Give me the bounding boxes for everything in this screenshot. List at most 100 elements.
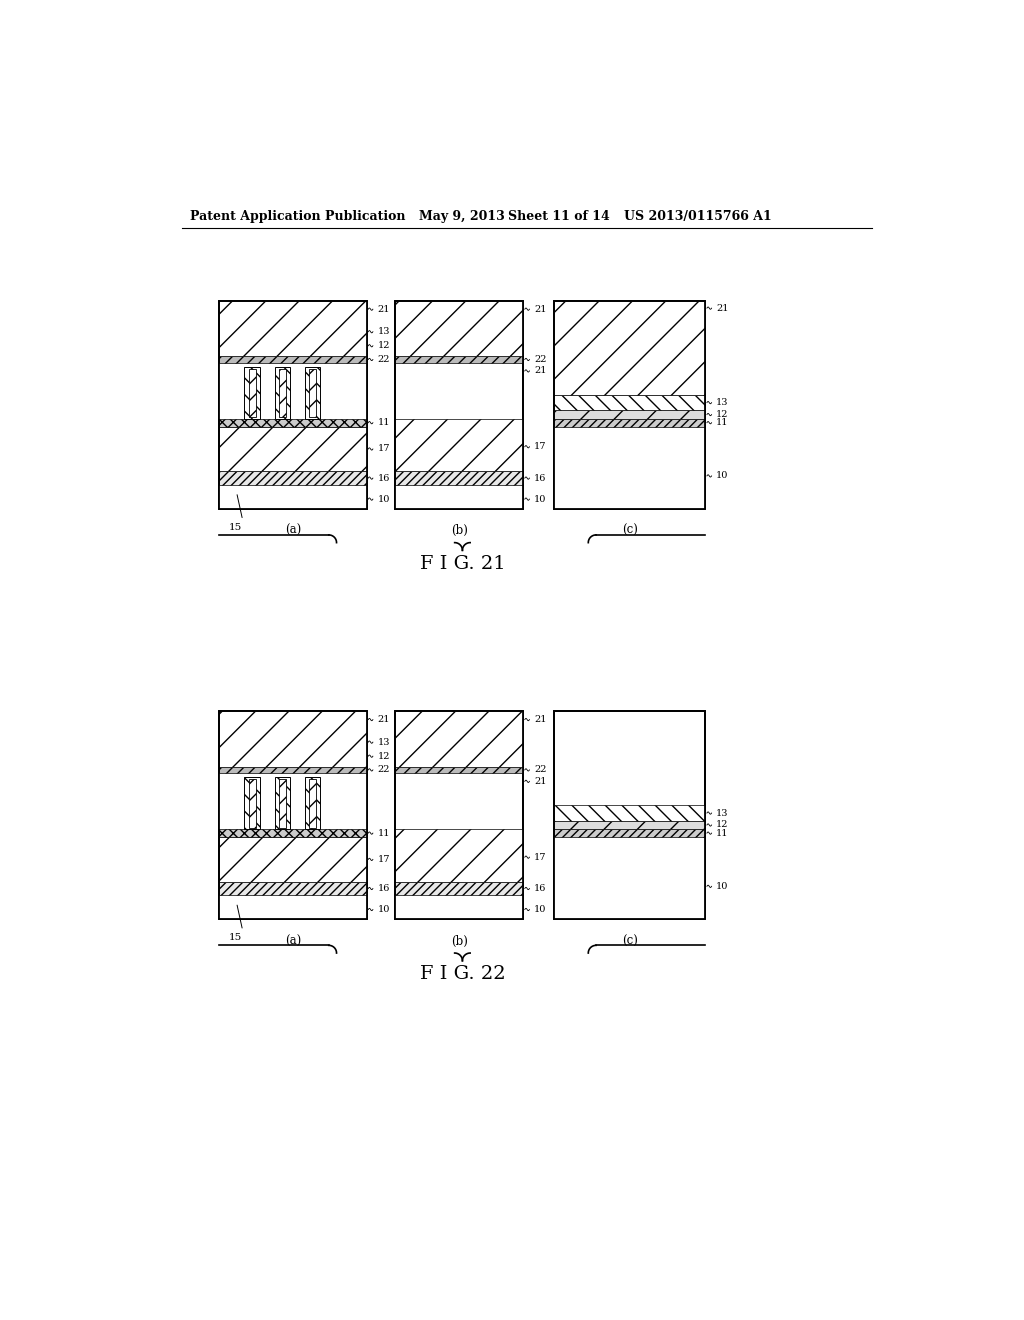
Text: (b): (b) bbox=[451, 935, 468, 948]
Bar bbox=[554, 301, 706, 395]
Bar bbox=[554, 837, 706, 919]
Text: 22: 22 bbox=[535, 766, 547, 775]
Bar bbox=[305, 367, 321, 418]
Text: 11: 11 bbox=[716, 418, 729, 428]
Text: 21: 21 bbox=[535, 305, 547, 314]
Text: 21: 21 bbox=[535, 777, 547, 785]
Bar bbox=[395, 418, 523, 471]
Bar bbox=[219, 363, 367, 418]
Bar bbox=[309, 368, 316, 417]
Bar bbox=[554, 821, 706, 829]
Bar bbox=[395, 895, 523, 919]
Text: 21: 21 bbox=[378, 305, 390, 314]
Bar bbox=[554, 301, 706, 508]
Text: (c): (c) bbox=[622, 935, 638, 948]
Text: (b): (b) bbox=[451, 524, 468, 537]
Text: 15: 15 bbox=[228, 523, 242, 532]
Text: F I G. 21: F I G. 21 bbox=[420, 554, 505, 573]
Bar bbox=[274, 367, 290, 418]
Text: 10: 10 bbox=[716, 471, 729, 480]
Text: 22: 22 bbox=[378, 355, 390, 364]
Bar bbox=[219, 301, 367, 356]
Bar bbox=[309, 779, 316, 828]
Text: Sheet 11 of 14: Sheet 11 of 14 bbox=[508, 210, 609, 223]
Bar bbox=[219, 484, 367, 508]
Bar bbox=[395, 301, 523, 508]
Text: 12: 12 bbox=[378, 342, 390, 350]
Bar bbox=[554, 395, 706, 411]
Text: (a): (a) bbox=[285, 935, 301, 948]
Bar bbox=[219, 711, 367, 767]
Bar bbox=[219, 837, 367, 882]
Bar bbox=[395, 471, 523, 484]
Text: 11: 11 bbox=[378, 418, 390, 428]
Text: 15: 15 bbox=[228, 933, 242, 942]
Bar bbox=[279, 779, 286, 828]
Bar bbox=[219, 418, 367, 426]
Bar bbox=[274, 777, 290, 829]
Text: 10: 10 bbox=[378, 495, 390, 504]
Text: May 9, 2013: May 9, 2013 bbox=[419, 210, 505, 223]
Bar bbox=[245, 367, 260, 418]
Text: 21: 21 bbox=[535, 367, 547, 375]
Bar bbox=[395, 301, 523, 508]
Text: (c): (c) bbox=[622, 524, 638, 537]
Text: 13: 13 bbox=[378, 738, 390, 747]
Text: 22: 22 bbox=[535, 355, 547, 364]
Text: 22: 22 bbox=[378, 766, 390, 775]
Text: 21: 21 bbox=[716, 304, 729, 313]
Text: 16: 16 bbox=[535, 474, 547, 483]
Bar bbox=[219, 711, 367, 919]
Bar bbox=[554, 711, 706, 919]
Bar bbox=[245, 777, 260, 829]
Bar bbox=[219, 767, 367, 774]
Bar bbox=[554, 829, 706, 837]
Text: 13: 13 bbox=[716, 809, 729, 817]
Bar bbox=[279, 368, 286, 417]
Bar bbox=[219, 426, 367, 471]
Text: 10: 10 bbox=[716, 882, 729, 891]
Text: 10: 10 bbox=[378, 906, 390, 913]
Text: 16: 16 bbox=[535, 884, 547, 894]
Text: 11: 11 bbox=[716, 829, 729, 838]
Bar bbox=[395, 301, 523, 356]
Bar bbox=[395, 711, 523, 767]
Bar bbox=[395, 711, 523, 919]
Bar bbox=[554, 711, 706, 919]
Bar bbox=[395, 882, 523, 895]
Bar bbox=[395, 356, 523, 363]
Text: 10: 10 bbox=[535, 906, 547, 913]
Bar bbox=[219, 356, 367, 363]
Text: 12: 12 bbox=[716, 411, 729, 418]
Bar bbox=[249, 368, 256, 417]
Text: 11: 11 bbox=[378, 829, 390, 838]
Bar bbox=[395, 484, 523, 508]
Bar bbox=[219, 895, 367, 919]
Bar bbox=[219, 829, 367, 837]
Bar bbox=[305, 777, 321, 829]
Bar bbox=[554, 418, 706, 426]
Text: 17: 17 bbox=[378, 445, 390, 454]
Bar bbox=[219, 882, 367, 895]
Text: Patent Application Publication: Patent Application Publication bbox=[190, 210, 406, 223]
Bar bbox=[554, 411, 706, 418]
Bar bbox=[554, 426, 706, 508]
Bar bbox=[219, 301, 367, 508]
Bar bbox=[219, 711, 367, 919]
Bar bbox=[554, 301, 706, 508]
Text: 12: 12 bbox=[378, 751, 390, 760]
Bar bbox=[249, 779, 256, 828]
Text: 17: 17 bbox=[535, 442, 547, 451]
Text: 21: 21 bbox=[378, 715, 390, 725]
Bar bbox=[554, 805, 706, 821]
Text: 16: 16 bbox=[378, 884, 390, 894]
Text: 21: 21 bbox=[535, 715, 547, 725]
Text: 17: 17 bbox=[378, 855, 390, 863]
Text: (a): (a) bbox=[285, 524, 301, 537]
Text: F I G. 22: F I G. 22 bbox=[420, 965, 505, 983]
Bar bbox=[395, 711, 523, 919]
Text: 17: 17 bbox=[535, 853, 547, 862]
Text: 10: 10 bbox=[535, 495, 547, 504]
Bar bbox=[219, 301, 367, 508]
Text: 13: 13 bbox=[716, 399, 729, 407]
